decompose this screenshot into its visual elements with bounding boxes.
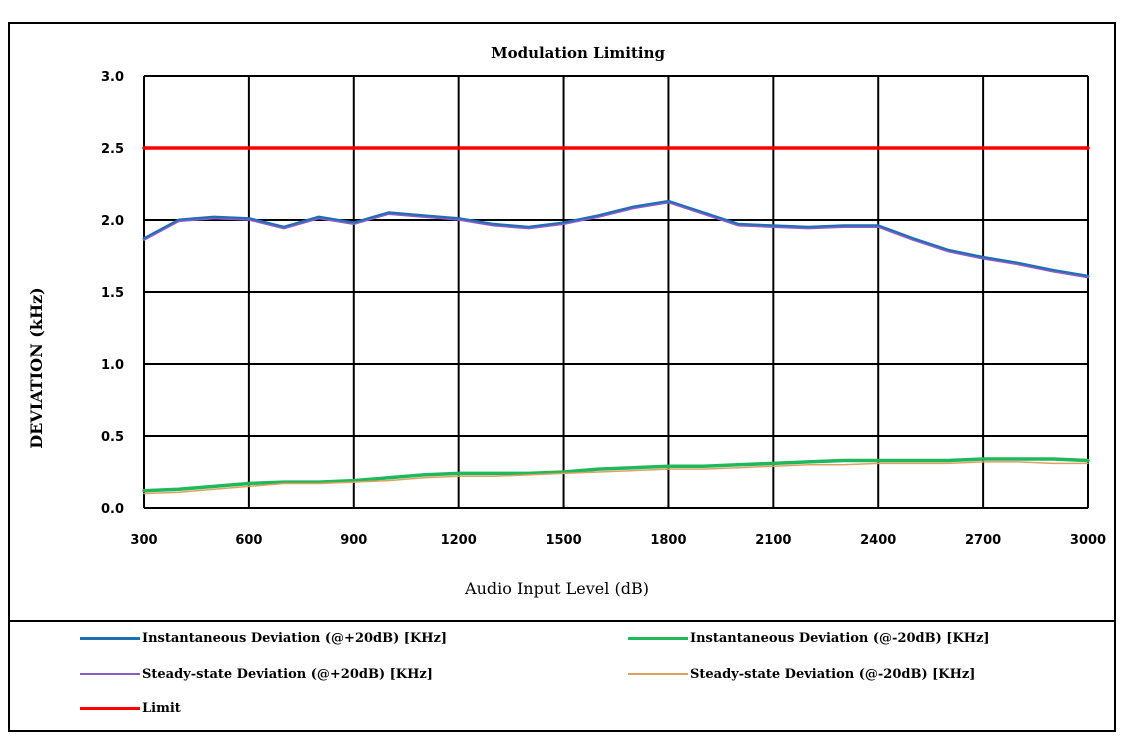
x-tick-label: 2400 xyxy=(860,533,896,548)
legend: Instantaneous Deviation (@+20dB) [KHz] I… xyxy=(80,622,1110,732)
legend-label: Steady-state Deviation (@-20dB) [KHz] xyxy=(690,666,976,682)
series-layer xyxy=(142,146,1090,495)
series-line-1 xyxy=(142,457,1090,493)
legend-swatch xyxy=(80,636,140,640)
y-tick-label: 2.5 xyxy=(101,142,124,157)
x-tick-label: 2100 xyxy=(755,533,791,548)
y-axis-label: DEVIATION (kHz) xyxy=(27,287,46,448)
y-tick-label: 2.0 xyxy=(101,214,124,229)
x-tick-label: 300 xyxy=(130,533,157,548)
legend-swatch xyxy=(628,636,688,640)
x-tick-label: 1200 xyxy=(441,533,477,548)
series-line-2 xyxy=(143,201,1089,279)
y-tick-label: 0.5 xyxy=(101,430,124,445)
chart-frame xyxy=(8,22,1116,732)
legend-item-steady-plus: Steady-state Deviation (@+20dB) [KHz] xyxy=(80,664,433,684)
legend-item-steady-minus: Steady-state Deviation (@-20dB) [KHz] xyxy=(628,664,975,684)
tick-labels: 0.0 0.5 1.0 1.5 2.0 2.5 3.0 300 600 900 1200 1500 18… xyxy=(101,70,1106,548)
series-line-3 xyxy=(143,461,1089,495)
legend-label: Limit xyxy=(142,700,181,716)
legend-swatch xyxy=(80,673,140,675)
y-tick-label: 0.0 xyxy=(101,502,124,517)
series-line-0 xyxy=(142,199,1090,278)
x-tick-label: 1800 xyxy=(650,533,686,548)
x-tick-label: 2700 xyxy=(965,533,1001,548)
legend-swatch xyxy=(628,673,688,675)
legend-label: Steady-state Deviation (@+20dB) [KHz] xyxy=(142,666,433,682)
x-axis-label: Audio Input Level (dB) xyxy=(464,579,649,598)
legend-swatch xyxy=(80,706,140,710)
y-tick-label: 1.5 xyxy=(101,286,124,301)
x-tick-label: 3000 xyxy=(1070,533,1106,548)
legend-label: Instantaneous Deviation (@+20dB) [KHz] xyxy=(142,630,448,646)
chart-title: Modulation Limiting xyxy=(491,44,666,62)
y-tick-label: 3.0 xyxy=(101,70,124,85)
x-tick-label: 900 xyxy=(340,533,367,548)
legend-label: Instantaneous Deviation (@-20dB) [KHz] xyxy=(690,630,990,646)
legend-item-limit: Limit xyxy=(80,698,181,718)
legend-item-instantaneous-plus: Instantaneous Deviation (@+20dB) [KHz] xyxy=(80,628,447,648)
x-tick-label: 1500 xyxy=(545,533,581,548)
x-tick-label: 600 xyxy=(235,533,262,548)
grid xyxy=(143,75,1089,509)
legend-divider xyxy=(8,620,1116,622)
y-tick-label: 1.0 xyxy=(101,358,124,373)
legend-item-instantaneous-minus: Instantaneous Deviation (@-20dB) [KHz] xyxy=(628,628,990,648)
